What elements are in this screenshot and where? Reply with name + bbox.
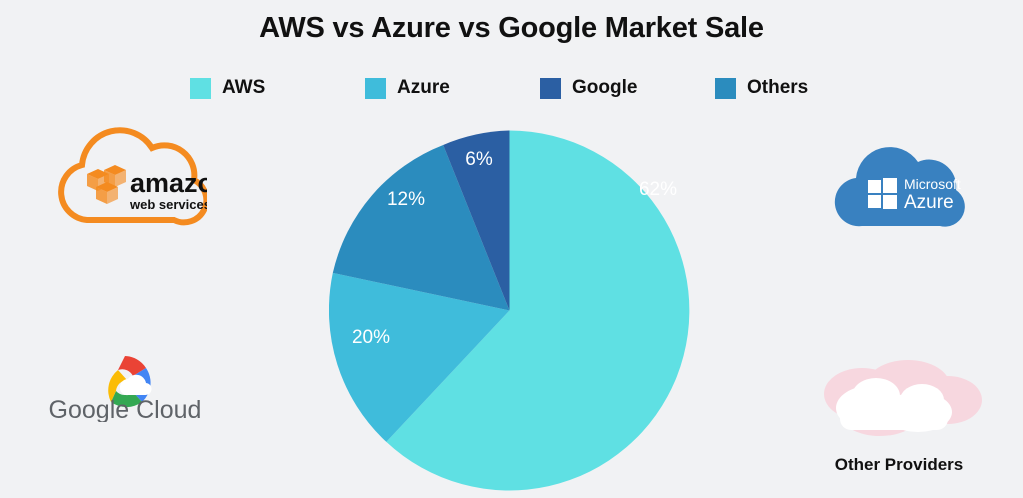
legend-swatch-aws	[190, 77, 211, 99]
legend-label-others: Others	[747, 77, 809, 98]
azure-wordmark-microsoft: Microsoft	[904, 176, 961, 192]
windows-logo-icon	[868, 178, 897, 209]
aws-logo: amazon web services	[42, 124, 231, 242]
other-providers-caption: Other Providers	[834, 455, 964, 474]
legend-label-google: Google	[572, 77, 638, 98]
azure-cloud-shape	[834, 147, 965, 227]
other-providers-logo: Other Providers	[810, 358, 988, 480]
aws-wordmark-amazon: amazon	[130, 168, 207, 198]
legend-item-google[interactable]: Google	[540, 77, 715, 99]
google-cloud-logo: Google Cloud	[45, 352, 205, 462]
legend-swatch-others	[715, 77, 736, 99]
legend-item-aws[interactable]: AWS	[190, 77, 365, 99]
pie-label-azure: 20%	[352, 327, 390, 348]
chart-legend: AWS Azure Google Others	[190, 77, 890, 99]
legend-label-aws: AWS	[222, 77, 266, 98]
google-cloud-wordmark: Google Cloud	[49, 396, 202, 422]
pie-label-others: 12%	[387, 189, 425, 210]
microsoft-azure-logo: Microsoft Azure	[832, 142, 972, 238]
pie-slice-aws[interactable]	[386, 130, 690, 491]
pie-chart: 62% 20% 12% 6%	[329, 130, 690, 491]
pie-slice-google[interactable]	[443, 130, 510, 311]
pie-slice-others[interactable]	[332, 144, 510, 311]
legend-label-azure: Azure	[397, 77, 450, 98]
legend-swatch-google	[540, 77, 561, 99]
legend-item-others[interactable]: Others	[715, 77, 890, 99]
pie-label-google: 6%	[465, 149, 493, 170]
pie-slice-azure[interactable]	[329, 272, 510, 442]
server-cubes-icon	[87, 165, 126, 204]
legend-item-azure[interactable]: Azure	[365, 77, 540, 99]
page-title: AWS vs Azure vs Google Market Sale	[259, 12, 764, 44]
azure-wordmark-azure: Azure	[904, 192, 954, 213]
pie-label-aws: 62%	[639, 179, 677, 200]
legend-swatch-azure	[365, 77, 386, 99]
white-clouds-icon	[836, 378, 952, 432]
google-cloud-mark-icon	[108, 356, 152, 408]
cloud-outline-shape	[58, 127, 210, 226]
aws-wordmark-webservices: web services	[129, 197, 207, 212]
